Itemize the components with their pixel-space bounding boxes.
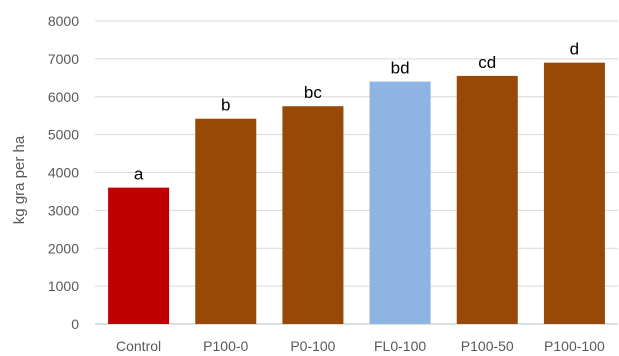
y-tick-label: 7000 [48,51,79,67]
data-label: bd [391,59,410,78]
y-tick-label: 1000 [48,278,79,294]
bar [456,75,518,324]
y-axis-title: kg gra per ha [11,135,28,224]
bar [282,106,344,324]
y-tick-label: 4000 [48,165,79,181]
y-tick-label: 3000 [48,202,79,218]
data-label: bc [304,83,322,102]
y-tick-label: 6000 [48,89,79,105]
bar [369,81,431,324]
x-tick-label: Control [116,338,161,354]
y-tick-label: 5000 [48,127,79,143]
y-axis-ticks: 0 1000 2000 3000 4000 5000 6000 7000 8000 [48,13,79,332]
bar [195,118,257,324]
data-label: b [221,96,230,115]
bar [108,187,170,324]
x-tick-label: P0-100 [290,338,335,354]
data-label: a [134,165,144,184]
y-tick-label: 0 [71,316,79,332]
x-tick-label: P100-100 [544,338,605,354]
x-tick-label: FL0-100 [374,338,426,354]
bars [108,62,605,324]
x-axis-ticks: Control P100-0 P0-100 FL0-100 P100-50 P100-10… [116,338,605,354]
gridlines [95,20,618,325]
bar [543,62,605,324]
y-tick-label: 2000 [48,240,79,256]
y-tick-label: 8000 [48,13,79,29]
x-tick-label: P100-0 [203,338,248,354]
data-labels: a b bc bd cd d [134,40,579,184]
x-tick-label: P100-50 [461,338,514,354]
data-label: d [570,40,579,59]
data-label: cd [478,53,496,72]
